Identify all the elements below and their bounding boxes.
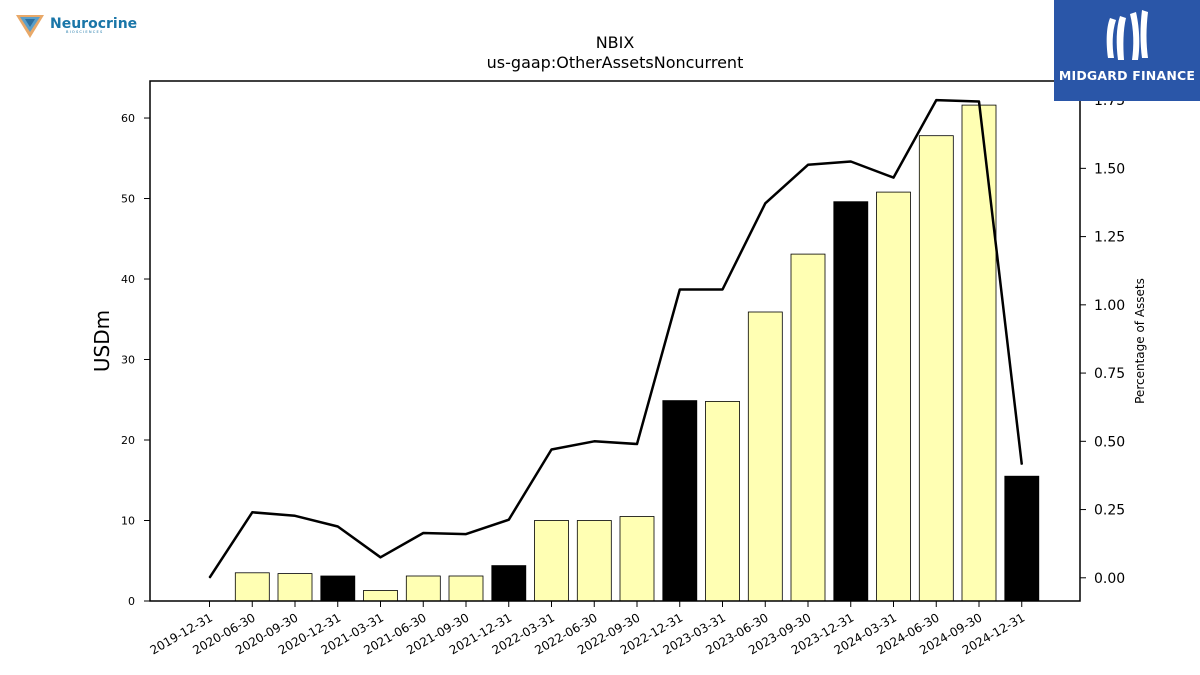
line-point-2020-12-31 [337,526,339,527]
line-point-2022-12-31 [679,289,681,290]
y2-tick-label: 0.25 [1094,503,1125,519]
bar-2023-12-31 [833,201,869,602]
bar-2020-06-30 [234,572,270,602]
bar-2021-12-31 [491,565,527,602]
bar-2024-12-31 [1004,475,1040,602]
bar-2022-09-30 [619,516,655,602]
line-point-2023-12-31 [850,161,852,162]
plot-frame [149,80,1081,602]
company-logo: Neurocrine BIOSCIENCES [14,12,144,42]
bar-2023-09-30 [790,253,826,602]
bar-2020-09-30 [277,573,313,602]
chart-title: NBIX [596,33,635,52]
company-logo-mark-icon [16,15,44,38]
line-point-2024-03-31 [893,177,894,179]
y2-tick-label: 0.50 [1094,434,1125,450]
line-point-2021-03-31 [380,556,381,558]
y2-tick-label: 0.00 [1094,571,1125,587]
bar-2021-09-30 [448,575,484,602]
line-group [208,98,1024,579]
y-tick-label: 0 [128,595,135,608]
line-point-2023-03-31 [722,289,723,290]
bars-group [234,104,1040,602]
bar-2024-03-31 [876,191,911,602]
y2-axis-label: Percentage of Assets [1133,278,1147,404]
bar-2022-06-30 [576,520,612,602]
bar-2024-09-30 [961,104,997,602]
line-point-2023-06-30 [764,202,766,204]
y-axis-left: 0 10 20 30 40 50 60 [121,112,150,608]
y2-tick-label: 1.50 [1094,161,1125,177]
line-point-2021-09-30 [465,533,467,535]
bar-2022-12-31 [662,400,698,602]
bar-2021-06-30 [405,575,441,602]
line-point-2024-09-30 [978,101,980,102]
line-point-2019-12-31 [209,577,210,579]
line-point-2024-06-30 [935,99,937,101]
bar-2024-06-30 [918,135,954,602]
line-point-2021-06-30 [422,532,424,534]
company-logo-sub: BIOSCIENCES [66,30,103,34]
chart-subtitle: us-gaap:OtherAssetsNoncurrent [487,53,744,72]
brand-logo: MIDGARD FINANCE [1054,0,1200,101]
line-point-2022-09-30 [636,443,638,445]
line-point-2020-06-30 [251,511,253,513]
bar-2021-03-31 [363,590,398,602]
y2-tick-label: 1.25 [1094,230,1125,246]
bar-2020-12-31 [320,575,356,602]
y-tick-label: 60 [121,112,135,125]
y-tick-label: 40 [121,273,135,286]
x-axis: 2019-12-312020-06-302020-09-302020-12-31… [148,601,1027,657]
y-axis-right: 0.000.250.500.751.001.251.501.75 [1080,93,1125,587]
brand-mark-icon [1106,10,1148,60]
line-point-2022-03-31 [551,449,552,450]
line-point-2023-09-30 [807,164,809,166]
line-point-2020-09-30 [294,515,296,517]
y-axis-label: USDm [90,310,114,372]
company-logo-name: Neurocrine [50,16,137,32]
line-point-2021-12-31 [508,519,510,521]
y-tick-label: 10 [121,515,135,528]
y2-tick-label: 1.00 [1094,298,1125,314]
y-tick-label: 50 [121,193,135,206]
bar-2023-03-31 [705,400,740,602]
y2-tick-label: 0.75 [1094,366,1125,382]
line-point-2022-06-30 [593,440,595,442]
line-point-2024-12-31 [1021,464,1023,465]
brand-name: MIDGARD FINANCE [1058,68,1196,83]
y-tick-label: 20 [121,434,135,447]
bar-2022-03-31 [534,520,569,602]
line-series [208,98,1024,579]
bar-2023-06-30 [747,311,783,602]
y-tick-label: 30 [121,354,135,367]
